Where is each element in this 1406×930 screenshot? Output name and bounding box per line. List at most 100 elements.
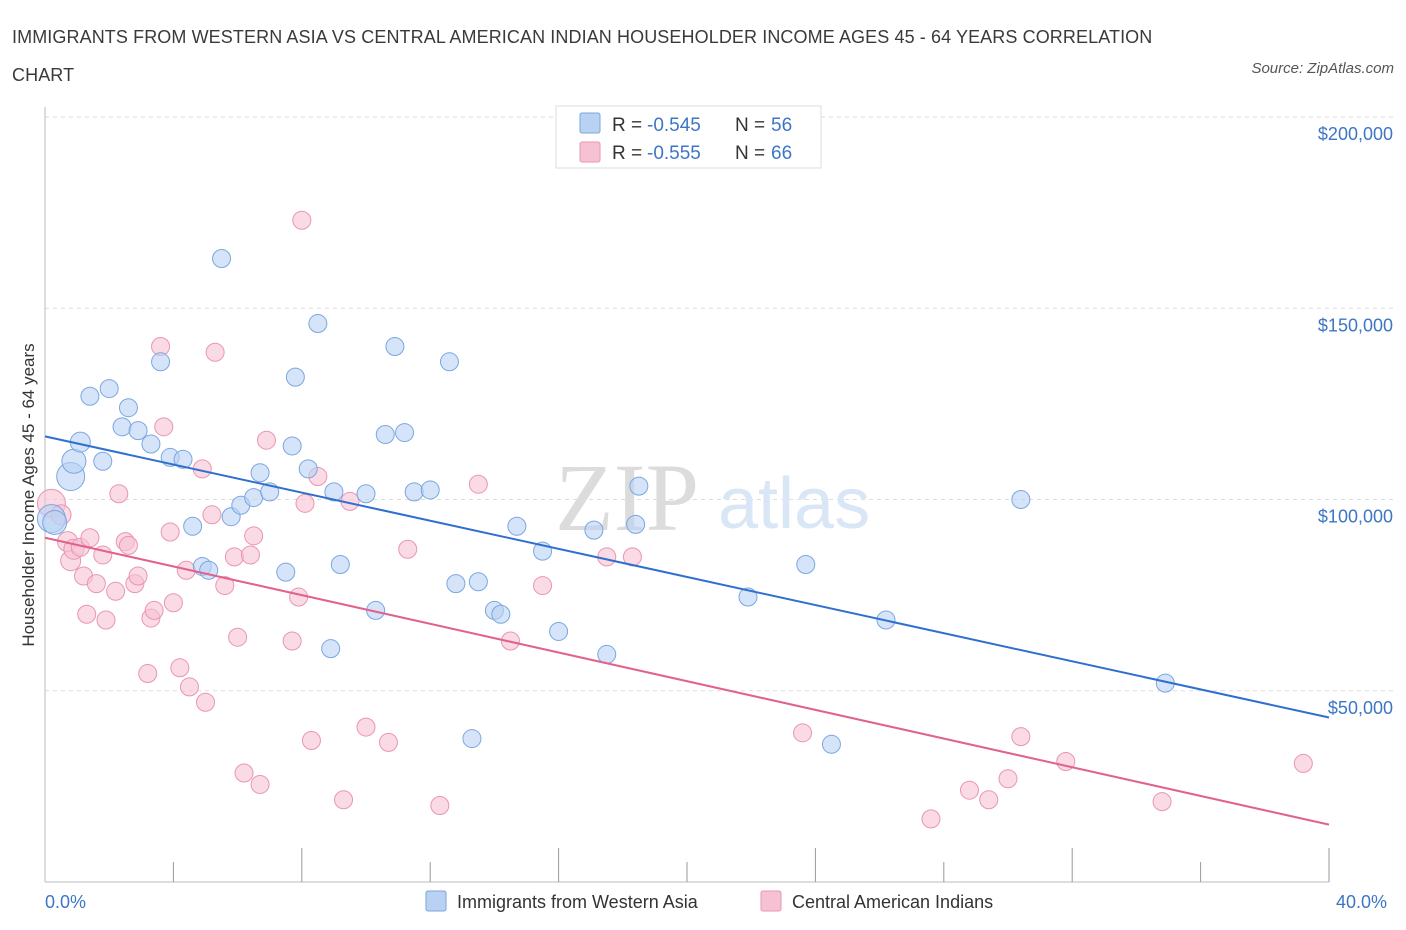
x-tick-label-max: 40.0% [1336, 892, 1387, 912]
trend-lines [44, 435, 1330, 826]
data-point-blue-31 [330, 555, 350, 575]
data-point-blue-36 [395, 423, 415, 443]
data-point-pink-24 [163, 593, 183, 613]
data-point-blue-32 [356, 484, 376, 504]
data-point-pink-51 [430, 796, 450, 815]
data-point-blue-26 [285, 367, 305, 387]
data-point-blue-21 [244, 488, 264, 508]
data-point-pink-64 [1152, 792, 1172, 812]
data-point-pink-12 [106, 581, 126, 601]
data-point-blue-52 [738, 587, 758, 607]
watermark-atlas: atlas [718, 464, 870, 544]
data-point-pink-18 [138, 664, 158, 684]
data-point-blue-49 [597, 644, 617, 664]
data-point-blue-7 [99, 379, 119, 399]
data-point-pink-46 [334, 790, 354, 810]
legend-n-value-pink: 66 [771, 143, 792, 164]
data-point-blue-25 [282, 436, 302, 456]
data-point-blue-1 [42, 509, 68, 535]
legend-n-label-blue: N = [735, 115, 765, 136]
data-point-pink-31 [205, 342, 225, 362]
y-tick-label-2: $150,000 [1318, 315, 1393, 335]
data-point-pink-38 [250, 774, 270, 794]
grid-lines [45, 116, 1395, 692]
data-point-pink-57 [793, 723, 813, 743]
data-point-blue-29 [321, 639, 341, 659]
data-point-pink-43 [295, 493, 315, 513]
data-point-pink-37 [244, 526, 264, 546]
y-tick-label-3: $200,000 [1318, 124, 1393, 144]
data-point-pink-61 [998, 769, 1018, 789]
data-point-blue-54 [821, 734, 841, 754]
data-point-pink-39 [256, 430, 276, 450]
legend-r-value-blue: -0.545 [647, 115, 701, 136]
data-point-pink-65 [1293, 753, 1313, 773]
legend-n-value-blue: 56 [771, 115, 792, 136]
data-point-blue-6 [93, 451, 113, 471]
legend-r-label-pink: R = [612, 143, 642, 164]
data-point-pink-32 [215, 576, 235, 596]
data-point-blue-15 [183, 516, 203, 536]
y-axis-label: Householder Income Ages 45 - 64 years [19, 343, 38, 646]
data-point-blue-56 [1011, 490, 1031, 509]
bottom-legend-swatch-blue [425, 890, 447, 912]
data-point-pink-8 [80, 528, 100, 548]
data-point-pink-60 [979, 790, 999, 810]
data-point-blue-45 [507, 516, 527, 536]
legend-swatch-blue [579, 112, 601, 134]
bottom-legend: Immigrants from Western Asia Central Ame… [425, 890, 993, 912]
data-point-blue-37 [404, 482, 424, 502]
data-point-pink-35 [234, 763, 254, 783]
y-tick-label-1: $100,000 [1318, 507, 1393, 527]
bottom-legend-swatch-pink [760, 890, 782, 912]
y-tick-label-0: $50,000 [1328, 698, 1393, 718]
legend-r-value-pink: -0.555 [647, 143, 701, 164]
watermark-zip: ZIP [555, 444, 699, 551]
data-point-blue-39 [439, 352, 459, 372]
data-point-blue-38 [420, 480, 440, 500]
data-point-pink-55 [597, 547, 617, 567]
watermark: ZIP atlas [555, 444, 870, 551]
data-point-pink-50 [398, 539, 418, 559]
data-point-pink-36 [240, 545, 260, 565]
data-point-pink-15 [118, 535, 138, 555]
data-point-blue-42 [468, 572, 488, 592]
data-point-blue-10 [128, 421, 148, 441]
chart-title: IMMIGRANTS FROM WESTERN ASIA VS CENTRAL … [12, 27, 1153, 85]
data-point-blue-40 [446, 574, 466, 594]
data-point-blue-3 [61, 448, 87, 474]
data-point-pink-11 [96, 610, 116, 630]
data-point-pink-7 [77, 604, 97, 624]
data-point-pink-49 [378, 732, 398, 752]
data-point-blue-44 [491, 604, 511, 624]
data-point-pink-29 [196, 692, 215, 712]
data-point-pink-20 [144, 600, 164, 620]
data-point-pink-9 [86, 574, 106, 594]
data-point-blue-5 [80, 386, 100, 406]
data-point-blue-18 [212, 249, 232, 269]
data-point-blue-8 [112, 417, 132, 437]
data-point-blue-24 [276, 562, 296, 582]
data-point-blue-28 [308, 314, 328, 334]
data-point-pink-30 [202, 505, 222, 525]
data-point-pink-23 [160, 522, 180, 542]
data-point-blue-35 [385, 337, 405, 356]
series-immigrants-western-asia [36, 249, 1175, 754]
trend-line-pink [44, 536, 1330, 826]
data-point-pink-27 [179, 677, 199, 697]
data-point-pink-62 [1011, 727, 1031, 747]
data-point-blue-14 [173, 449, 193, 469]
data-point-blue-48 [584, 520, 604, 540]
data-point-pink-52 [468, 474, 488, 494]
x-tick-label-min: 0.0% [45, 892, 86, 912]
data-point-pink-44 [301, 730, 321, 750]
data-point-pink-41 [289, 587, 309, 607]
data-point-pink-40 [282, 631, 302, 651]
data-point-blue-47 [549, 621, 569, 641]
trend-line-blue [44, 435, 1330, 719]
y-tick-labels: $50,000 $100,000 $150,000 $200,000 [1318, 124, 1393, 718]
data-point-blue-22 [250, 463, 270, 483]
data-point-pink-22 [154, 417, 174, 437]
data-point-pink-54 [533, 576, 553, 596]
